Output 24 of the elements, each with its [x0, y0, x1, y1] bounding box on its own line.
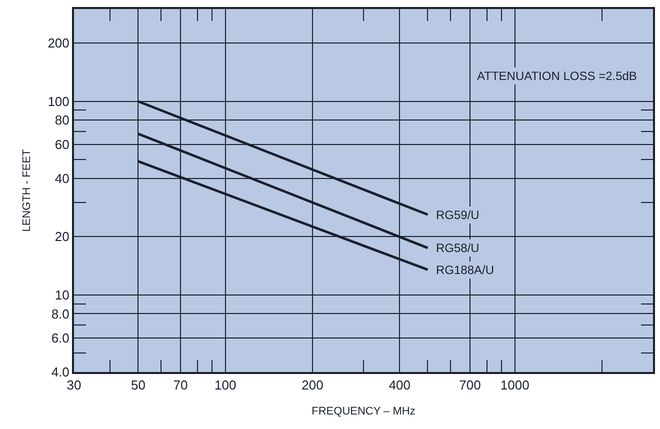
annotation: ATTENUATION LOSS =2.5dB — [477, 69, 637, 83]
y-tick-label: 6.0 — [51, 330, 70, 346]
x-tick-label: 1000 — [500, 378, 530, 393]
series-label: RG188A/U — [436, 263, 494, 277]
x-tick-label: 70 — [173, 378, 188, 393]
x-tick-label: 100 — [214, 378, 236, 393]
x-tick-label: 700 — [459, 378, 481, 393]
y-axis-title: LENGTH - FEET — [20, 148, 33, 232]
y-tick-label: 20 — [54, 229, 70, 244]
y-tick-label: 80 — [54, 112, 70, 128]
y-tick-label: 8.0 — [51, 306, 70, 322]
series-label: RG58/U — [436, 241, 480, 255]
y-tick-label: 4.0 — [51, 364, 70, 380]
y-tick-label: 40 — [54, 170, 70, 186]
x-tick-label: 50 — [130, 378, 146, 393]
x-axis-title: FREQUENCY – MHz — [312, 405, 416, 418]
x-tick-label: 30 — [66, 378, 82, 393]
series-label: RG59/U — [436, 208, 480, 222]
y-tick-label: 10 — [54, 288, 70, 303]
y-tick-label: 60 — [54, 136, 70, 152]
y-tick-label: 200 — [48, 36, 70, 51]
y-tick-label: 100 — [48, 94, 70, 109]
x-tick-label: 200 — [302, 378, 324, 393]
x-tick-label: 400 — [388, 378, 411, 393]
